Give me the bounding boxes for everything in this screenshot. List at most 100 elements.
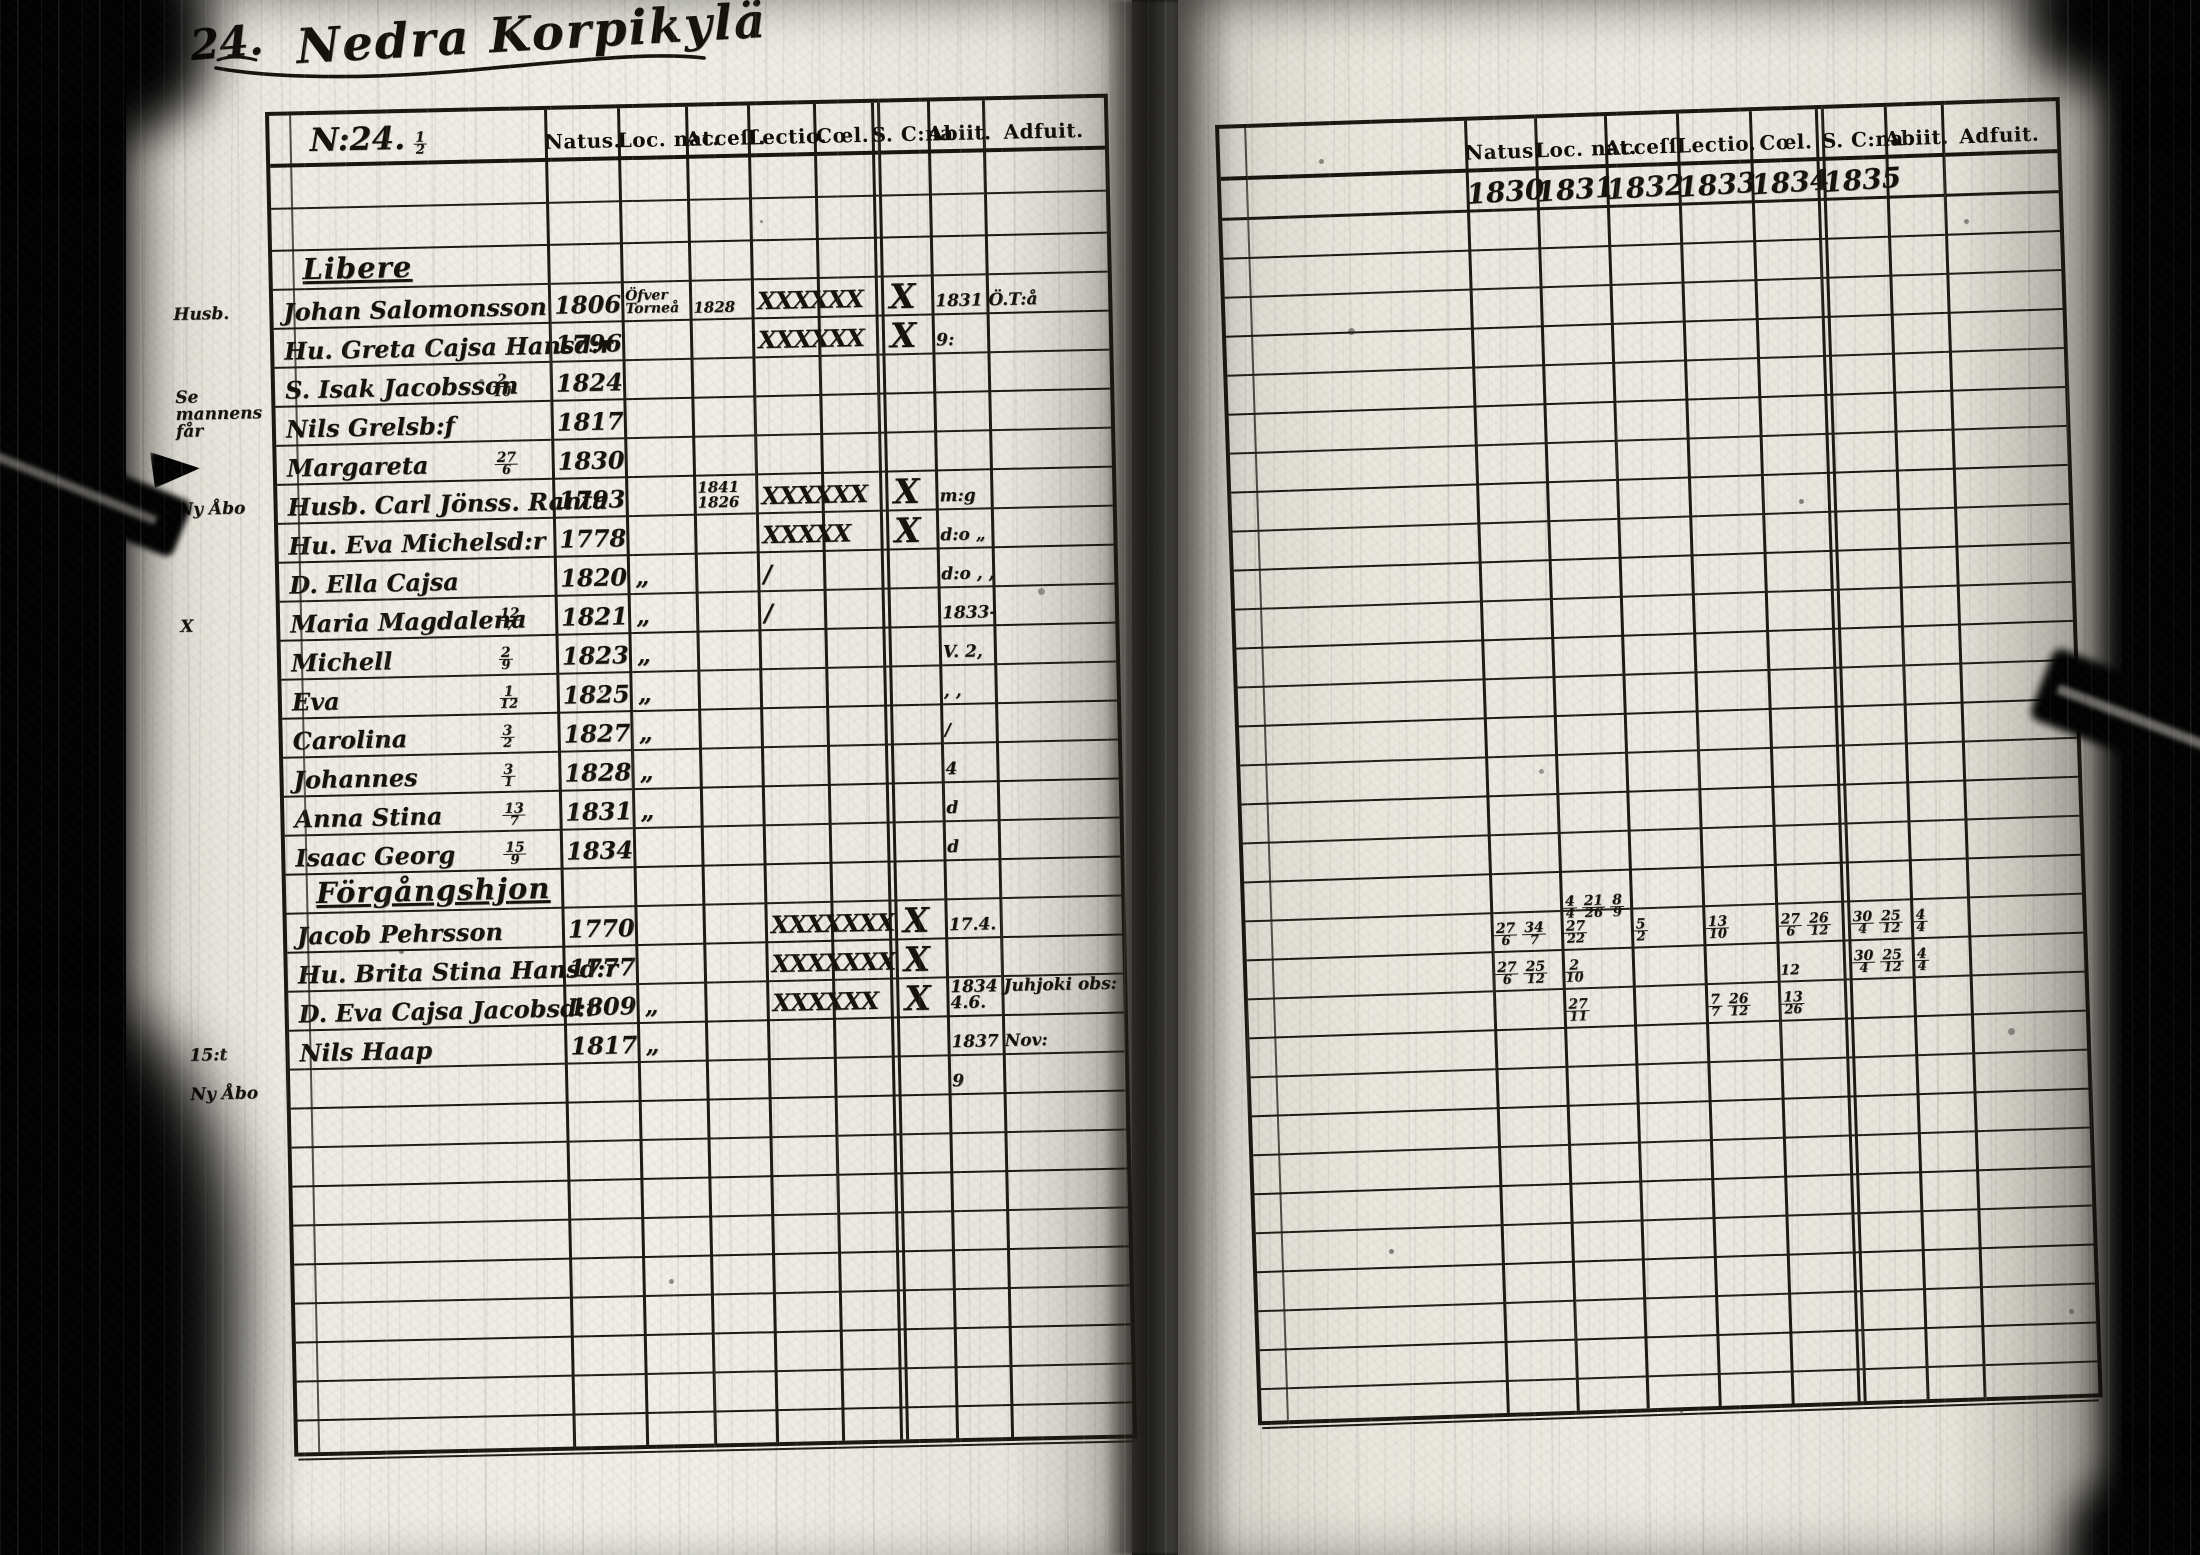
communion-date: 26 12 [1726, 991, 1751, 1020]
birth-date: 2 10 [492, 372, 511, 400]
cell-abiit: 9 [952, 1070, 965, 1092]
communion-date: 21 26 [1581, 893, 1606, 922]
cell-abiit: d [946, 837, 960, 858]
column-header-y1835: S. C:na [1821, 126, 1905, 153]
communion-date: 27 6 [1493, 920, 1518, 949]
cell-natus: 1817 [556, 406, 624, 437]
cell-lectio-marks: XXXXX [762, 518, 851, 550]
communion-date-den: 7 [1710, 1004, 1721, 1021]
birth-date: 13 7 [502, 801, 526, 829]
cell-natus: 1828 „ [564, 756, 654, 788]
communion-date-den: 10 [1565, 970, 1584, 986]
communion-date: 27 22 [1563, 918, 1588, 947]
cell-natus: 1796 [554, 328, 623, 359]
communion-date-den: 26 [1584, 905, 1604, 922]
right-table: Natus. Loc. nat. Acceſſ. Lectio. Cœl. S. C:na… [1215, 96, 2103, 1430]
year-label: 1830 [1465, 172, 1546, 211]
birth-date-den: 6 [501, 462, 512, 478]
communion-date-den: 10 [1708, 926, 1728, 943]
year-label: 1831 [1535, 170, 1616, 209]
cell-accessit: 1828 [693, 297, 736, 317]
cell-name: Margareta [286, 450, 429, 483]
communion-date-den: 4 [1916, 919, 1926, 936]
communion-date: 30 4 [1850, 909, 1875, 937]
section-heading: Libere [302, 249, 413, 287]
communion-date-den: 7 [1529, 932, 1540, 949]
cell-name: Nils Grelsb:f [285, 410, 456, 444]
communion-date: 26 12 [1806, 910, 1831, 939]
communion-date-cell: 13 26 [1781, 989, 1874, 1018]
communion-date-den: 12 [1883, 959, 1902, 976]
communion-x-mark: X [893, 471, 921, 513]
communion-date-den: 22 [1566, 931, 1586, 947]
cell-name: D. Eva Cajsa Jacobsd:r [298, 992, 599, 1029]
cell-natus: 1834 [565, 835, 634, 866]
communion-x-mark: X [903, 939, 931, 981]
cell-abiit: 17.4. [948, 914, 997, 936]
communion-date-den: 12 [1729, 1003, 1749, 1020]
cell-abiit: 1837 Nov: [951, 1030, 1048, 1053]
column-header-locnat: Loc. nat. [617, 126, 720, 153]
communion-date: 12 [1780, 962, 1801, 979]
communion-date-den: 12 [1526, 971, 1546, 988]
column-header-adfuit: Adfuit. [1958, 121, 2040, 149]
cell-lectio-marks: XXXXXX [772, 985, 879, 1018]
cell-natus: 1793 [558, 484, 626, 515]
communion-date: 30 4 [1851, 948, 1876, 976]
column-header-scna: S. C:na [871, 120, 954, 147]
communion-date-den: 2 [1636, 929, 1646, 945]
cell-lectio-marks: XXXXXX [757, 322, 865, 355]
column-header-accesl: Acceſſ. [685, 125, 767, 151]
cell-lectio-marks: XXXXXXX [770, 907, 895, 940]
column-header-cml: Cœl. [815, 122, 870, 148]
communion-date-den: 6 [1502, 972, 1513, 988]
cell-name: Jacob Pehrsson [296, 917, 504, 951]
cell-name: Maria Magdalena [289, 604, 527, 639]
birth-date-den: 9 [510, 852, 520, 868]
column-header-y1832: Acceſſ. [1604, 133, 1686, 161]
communion-date: 27 11 [1566, 996, 1591, 1025]
cell-abiit: m:g [939, 485, 976, 507]
cell-natus: 1777 [568, 952, 636, 983]
cell-birth-date: 27 6 [494, 450, 523, 478]
cell-loc-nat: Öfver Torneå [624, 287, 680, 318]
cell-name: Anna Stina [294, 801, 443, 834]
cell-lectio-marks: XXXXXX [756, 284, 864, 316]
dust-specks [60, 70, 63, 73]
communion-date: 25 12 [1878, 908, 1903, 936]
communion-date: 27 6 [1778, 911, 1803, 939]
birth-date-den: 2 [503, 735, 513, 751]
cell-natus: 1823 „ [561, 639, 652, 671]
cell-name: Eva [291, 686, 340, 717]
cell-natus: 1809 „ [569, 990, 659, 1022]
cell-natus: 1831 „ [565, 795, 655, 827]
film-edge-right [2104, 0, 2200, 1555]
communion-x-mark: X [902, 900, 930, 942]
communion-date-den: 26 [1784, 1002, 1803, 1018]
year-label: 1832 [1605, 168, 1686, 207]
year-label: 1834 [1750, 163, 1831, 202]
column-header-y1834: Cœl. [1758, 129, 1813, 155]
film-corner-top-left [0, 0, 210, 140]
birth-date-den: 9 [501, 657, 511, 673]
column-header-lectio: Lectio. [747, 123, 828, 150]
cell-name: Isaac Georg [294, 840, 456, 873]
communion-date-den: 9 [1612, 904, 1623, 921]
column-header-abiit: Abiit. [1884, 124, 1950, 151]
communion-date-den: 4 [1917, 958, 1927, 975]
margin-note: Ny Åbo [177, 498, 246, 520]
cell-name: Johan Salomonsson [283, 291, 548, 327]
column-header-y1833: Lectio. [1676, 131, 1757, 158]
birth-date-den: 1 [503, 774, 514, 790]
communion-date-den: 11 [1569, 1009, 1588, 1025]
cell-name: Carolina [292, 724, 408, 756]
